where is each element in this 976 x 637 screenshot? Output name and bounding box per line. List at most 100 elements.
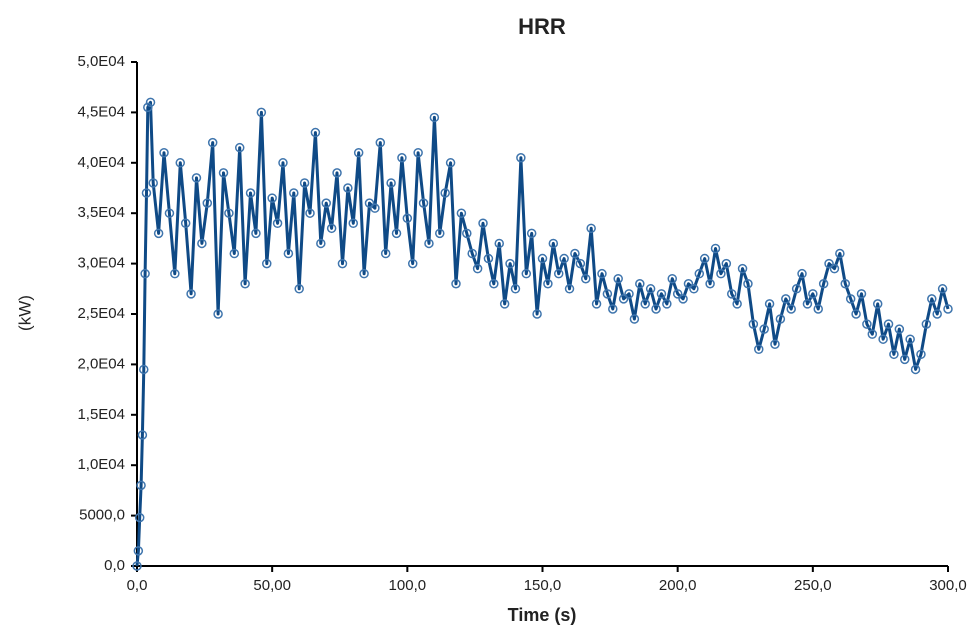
data-point (137, 430, 148, 440)
data-point (234, 142, 245, 153)
data-point (386, 178, 396, 188)
data-point (175, 158, 186, 168)
data-point (548, 238, 559, 249)
data-point (299, 178, 310, 188)
data-point (694, 268, 705, 279)
data-point (364, 198, 375, 208)
data-point (148, 178, 158, 188)
x-tick-label: 300,0 (929, 577, 967, 594)
data-point (413, 147, 423, 158)
data-point (829, 263, 840, 274)
data-point (894, 324, 905, 334)
data-point (418, 198, 429, 208)
data-point (867, 329, 878, 339)
data-point (537, 253, 548, 264)
data-point (921, 319, 932, 329)
data-point (559, 253, 569, 264)
data-point (424, 238, 434, 249)
data-point (862, 319, 872, 329)
data-point (743, 279, 753, 289)
data-point (267, 193, 277, 203)
series-line (135, 100, 950, 567)
data-point (586, 223, 596, 234)
y-axis-label: (kW) (15, 295, 34, 331)
data-point (689, 284, 699, 294)
data-point (737, 263, 748, 274)
x-tick-label: 150,0 (524, 577, 562, 594)
data-point (635, 279, 645, 289)
y-tick-label: 4,5E04 (77, 103, 125, 120)
data-point (608, 304, 618, 314)
data-point (140, 268, 150, 279)
y-tick-label: 2,0E04 (77, 355, 125, 372)
y-tick-label: 3,5E04 (77, 204, 125, 221)
data-point (516, 153, 526, 163)
x-tick-label: 250,0 (794, 577, 832, 594)
data-point (375, 137, 386, 148)
data-point (153, 228, 164, 239)
data-point (294, 284, 304, 294)
x-tick-label: 100,0 (389, 577, 427, 594)
data-point (818, 279, 829, 289)
data-point (764, 299, 775, 309)
y-tick-label: 1,0E04 (77, 456, 125, 473)
data-point (134, 512, 145, 523)
data-point (283, 248, 294, 259)
data-point (145, 97, 156, 108)
data-point (759, 324, 769, 334)
data-point (272, 218, 283, 229)
data-point (845, 294, 856, 304)
data-point (705, 279, 715, 289)
data-point (456, 208, 467, 218)
data-point (813, 304, 823, 314)
y-tick-label: 1,5E04 (77, 406, 125, 423)
data-point (662, 299, 672, 309)
data-point (905, 334, 915, 344)
data-point (499, 299, 510, 309)
data-point (359, 268, 369, 279)
data-point (824, 258, 834, 269)
data-point (429, 112, 440, 123)
data-point (710, 243, 721, 254)
data-point (180, 218, 191, 229)
data-point (202, 198, 213, 208)
x-tick-label: 50,00 (253, 577, 291, 594)
data-point (581, 273, 591, 284)
data-point (139, 364, 149, 375)
data-point (716, 268, 726, 279)
data-point (326, 223, 337, 234)
chart-title: HRR (518, 14, 566, 39)
data-point (889, 349, 899, 360)
data-point (397, 153, 407, 163)
data-point (207, 137, 218, 148)
y-tick-label: 4,0E04 (77, 154, 125, 171)
data-point (186, 289, 196, 299)
data-point (170, 268, 180, 279)
data-point (553, 268, 564, 279)
data-point (467, 248, 477, 259)
data-point (370, 203, 380, 213)
data-point (462, 228, 472, 239)
data-point (927, 294, 937, 304)
data-point (910, 364, 921, 375)
data-point (402, 213, 413, 223)
data-point (775, 314, 786, 324)
data-point (899, 354, 910, 365)
data-point (602, 289, 613, 299)
data-point (613, 273, 623, 284)
data-point (591, 299, 602, 309)
data-point (802, 299, 813, 309)
y-tick-label: 5,0E04 (77, 53, 125, 70)
data-point (883, 319, 894, 329)
data-point (645, 284, 656, 294)
y-tick-label: 2,5E04 (77, 305, 125, 322)
data-point (748, 319, 759, 329)
data-point (143, 102, 153, 113)
data-point (478, 218, 488, 229)
data-point (667, 273, 678, 284)
data-point (510, 284, 521, 294)
y-tick-label: 5000,0 (79, 507, 125, 524)
data-point (505, 258, 515, 269)
data-point (754, 344, 764, 355)
data-point (197, 238, 207, 249)
